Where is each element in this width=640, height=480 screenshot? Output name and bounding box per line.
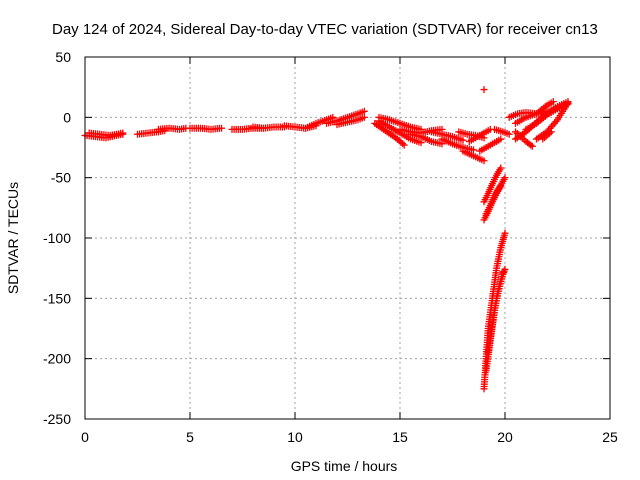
data-point-marker (546, 129, 554, 137)
data-point-marker (470, 146, 477, 154)
data-point-marker (500, 267, 508, 275)
data-point-marker (501, 265, 509, 273)
data-point-marker (218, 124, 225, 132)
x-tick-label: 20 (497, 429, 513, 445)
data-point-marker (480, 86, 488, 94)
y-tick-label: 50 (55, 49, 71, 65)
data-point-marker (497, 164, 505, 172)
y-tick-label: -50 (51, 170, 71, 186)
data-point-marker (497, 135, 505, 143)
data-point-marker (417, 139, 425, 147)
data-points (81, 86, 572, 393)
data-point-marker (459, 136, 467, 144)
y-tick-label: -250 (43, 411, 71, 427)
data-point-marker (400, 141, 408, 149)
y-tick-label: -200 (43, 351, 71, 367)
data-point-marker (564, 99, 572, 107)
data-point-marker (360, 107, 368, 115)
data-point-marker (360, 113, 368, 121)
x-tick-label: 5 (186, 429, 194, 445)
data-point-marker (500, 269, 508, 277)
data-point-marker (549, 98, 557, 106)
data-point-marker (528, 142, 536, 150)
data-point-marker (399, 140, 407, 148)
tick-labels: 0 5 10 15 20 25 -250 -200 -150 -100 -50 0 50 (43, 49, 618, 445)
x-tick-label: 0 (81, 429, 89, 445)
x-tick-label: 15 (392, 429, 408, 445)
data-point-marker (499, 270, 507, 278)
x-tick-label: 10 (287, 429, 303, 445)
data-point-marker (527, 141, 535, 149)
data-point-marker (480, 157, 488, 165)
data-point-marker (501, 174, 509, 182)
y-tick-label: -100 (43, 230, 71, 246)
data-point-marker (119, 129, 127, 137)
data-point-marker (501, 229, 509, 237)
y-axis-label: SDTVAR / TECUs (5, 182, 21, 294)
data-point-marker (547, 128, 555, 136)
y-tick-label: -150 (43, 290, 71, 306)
data-point-marker (505, 130, 513, 138)
y-tick-label: 0 (63, 109, 71, 125)
x-tick-label: 25 (602, 429, 618, 445)
x-axis-label: GPS time / hours (291, 458, 398, 474)
chart-title: Day 124 of 2024, Sidereal Day-to-day VTE… (52, 21, 598, 38)
plot-border (84, 56, 611, 420)
